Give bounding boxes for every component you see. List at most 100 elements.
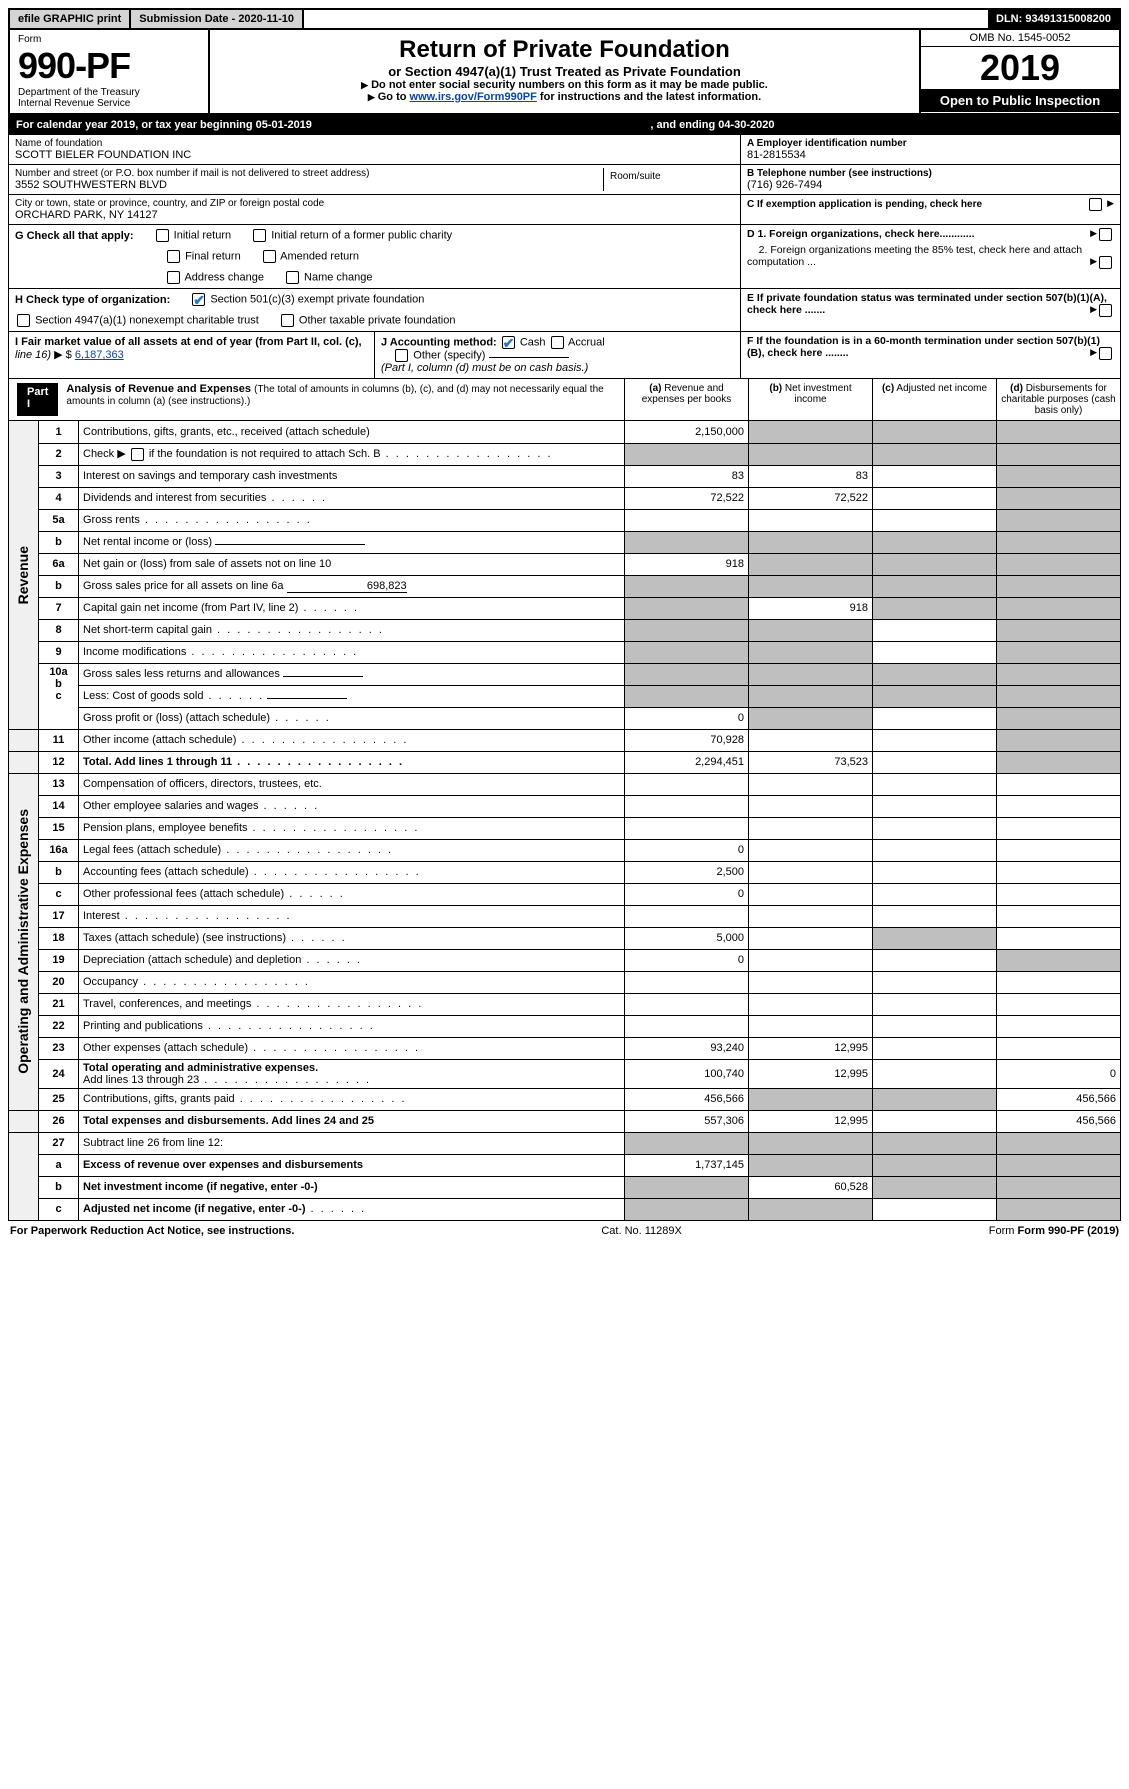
section-ij-f: I Fair market value of all assets at end… [8, 332, 1121, 379]
table-row: 26Total expenses and disbursements. Add … [9, 1110, 1121, 1132]
j-label: J Accounting method: [381, 336, 497, 348]
c-label: C If exemption application is pending, c… [747, 199, 982, 210]
part1-header-row: Part I Analysis of Revenue and Expenses … [8, 379, 1121, 421]
table-row: bNet investment income (if negative, ent… [9, 1176, 1121, 1198]
street-label: Number and street (or P.O. box number if… [15, 168, 603, 179]
j-cash-checkbox[interactable] [502, 336, 515, 349]
i-label: I Fair market value of all assets at end… [15, 336, 362, 348]
table-row: 21Travel, conferences, and meetings [9, 993, 1121, 1015]
h-501c3-checkbox[interactable] [192, 293, 205, 306]
e-label: E If private foundation status was termi… [747, 292, 1107, 316]
street: 3552 SOUTHWESTERN BLVD [15, 179, 603, 191]
open-public-badge: Open to Public Inspection [921, 89, 1119, 112]
revenue-side-label: Revenue [13, 536, 33, 614]
phone: (716) 926-7494 [747, 179, 1114, 191]
d2-label: 2. Foreign organizations meeting the 85%… [747, 244, 1082, 268]
year-end: , and ending 04-30-2020 [650, 119, 774, 131]
g-initial-checkbox[interactable] [156, 229, 169, 242]
g-address-checkbox[interactable] [167, 271, 180, 284]
table-row: 23Other expenses (attach schedule)93,240… [9, 1037, 1121, 1059]
d1-checkbox[interactable] [1099, 228, 1112, 241]
table-row: 17Interest [9, 905, 1121, 927]
submission-date: Submission Date - 2020-11-10 [131, 10, 304, 28]
omb-number: OMB No. 1545-0052 [921, 30, 1119, 47]
table-row: 22Printing and publications [9, 1015, 1121, 1037]
h-4947-checkbox[interactable] [17, 314, 30, 327]
j-other-checkbox[interactable] [395, 349, 408, 362]
i-value[interactable]: 6,187,363 [75, 349, 124, 361]
table-row: 25Contributions, gifts, grants paid456,5… [9, 1088, 1121, 1110]
table-row: 16aLegal fees (attach schedule)0 [9, 839, 1121, 861]
part1-badge: Part I [17, 383, 58, 416]
table-row: 2 Check ▶ if the foundation is not requi… [9, 443, 1121, 465]
table-row: cOther professional fees (attach schedul… [9, 883, 1121, 905]
table-row: aExcess of revenue over expenses and dis… [9, 1154, 1121, 1176]
expenses-side-label: Operating and Administrative Expenses [13, 799, 33, 1084]
section-g-d: G Check all that apply: Initial return I… [8, 225, 1121, 289]
table-row: b Net rental income or (loss) [9, 531, 1121, 553]
table-row: bAccounting fees (attach schedule)2,500 [9, 861, 1121, 883]
g-label: G Check all that apply: [15, 230, 134, 242]
phone-label: B Telephone number (see instructions) [747, 168, 1114, 179]
tax-year: 2019 [921, 47, 1119, 89]
col-d-head: (d) Disbursements for charitable purpose… [996, 379, 1120, 420]
schb-checkbox[interactable] [131, 448, 144, 461]
dept-label: Department of the Treasury [18, 87, 200, 98]
c-checkbox[interactable] [1089, 198, 1102, 211]
table-row: 9 Income modifications [9, 641, 1121, 663]
table-row: 14Other employee salaries and wages [9, 795, 1121, 817]
ein: 81-2815534 [747, 149, 1114, 161]
goto-note: Go to www.irs.gov/Form990PF for instruct… [216, 91, 913, 103]
page-footer: For Paperwork Reduction Act Notice, see … [8, 1221, 1121, 1241]
col-b-head: (b) Net investment income [748, 379, 872, 420]
table-row: 6a Net gain or (loss) from sale of asset… [9, 553, 1121, 575]
j-other-input[interactable] [489, 357, 569, 358]
f-checkbox[interactable] [1099, 347, 1112, 360]
table-row: 7 Capital gain net income (from Part IV,… [9, 597, 1121, 619]
table-row: Revenue 1 Contributions, gifts, grants, … [9, 421, 1121, 443]
efile-badge[interactable]: efile GRAPHIC print [10, 10, 131, 28]
part1-table: Revenue 1 Contributions, gifts, grants, … [8, 421, 1121, 1221]
return-subtitle: or Section 4947(a)(1) Trust Treated as P… [216, 64, 913, 79]
g-name-checkbox[interactable] [286, 271, 299, 284]
ssn-note: Do not enter social security numbers on … [216, 79, 913, 91]
table-row: Operating and Administrative Expenses 13… [9, 773, 1121, 795]
table-row: 4 Dividends and interest from securities… [9, 487, 1121, 509]
name-label: Name of foundation [15, 138, 734, 149]
calendar-year-band: For calendar year 2019, or tax year begi… [8, 115, 1121, 135]
g-amended-checkbox[interactable] [263, 250, 276, 263]
g-final-checkbox[interactable] [167, 250, 180, 263]
table-row: 20Occupancy [9, 971, 1121, 993]
table-row: cAdjusted net income (if negative, enter… [9, 1198, 1121, 1220]
table-row: 15Pension plans, employee benefits [9, 817, 1121, 839]
h-label: H Check type of organization: [15, 294, 170, 306]
e-checkbox[interactable] [1099, 304, 1112, 317]
d1-label: D 1. Foreign organizations, check here..… [747, 228, 975, 240]
form-header: Form 990-PF Department of the Treasury I… [8, 30, 1121, 115]
d2-checkbox[interactable] [1099, 256, 1112, 269]
g-initial-former-checkbox[interactable] [253, 229, 266, 242]
form-ref: Form Form 990-PF (2019) [989, 1225, 1119, 1237]
section-h-e: H Check type of organization: Section 50… [8, 289, 1121, 332]
part1-title: Analysis of Revenue and Expenses [66, 383, 251, 395]
table-row: Gross profit or (loss) (attach schedule)… [9, 707, 1121, 729]
table-row: 5a Gross rents [9, 509, 1121, 531]
paperwork-notice: For Paperwork Reduction Act Notice, see … [10, 1225, 294, 1237]
table-row: 12 Total. Add lines 1 through 11 2,294,4… [9, 751, 1121, 773]
table-row: 8 Net short-term capital gain [9, 619, 1121, 641]
j-accrual-checkbox[interactable] [551, 336, 564, 349]
j-note: (Part I, column (d) must be on cash basi… [381, 362, 588, 374]
year-begin: For calendar year 2019, or tax year begi… [16, 119, 312, 131]
irs-label: Internal Revenue Service [18, 98, 200, 109]
table-row: 27Subtract line 26 from line 12: [9, 1132, 1121, 1154]
top-bar: efile GRAPHIC print Submission Date - 20… [8, 8, 1121, 30]
h-other-checkbox[interactable] [281, 314, 294, 327]
cat-no: Cat. No. 11289X [601, 1225, 682, 1237]
table-row: 3 Interest on savings and temporary cash… [9, 465, 1121, 487]
form-label: Form [18, 34, 200, 45]
form-number: 990-PF [18, 45, 200, 87]
form990pf-link[interactable]: www.irs.gov/Form990PF [410, 91, 537, 103]
dln-number: DLN: 93491315008200 [988, 10, 1119, 28]
col-a-head: (a) Revenue and expenses per books [624, 379, 748, 420]
table-row: 10abc Gross sales less returns and allow… [9, 663, 1121, 685]
